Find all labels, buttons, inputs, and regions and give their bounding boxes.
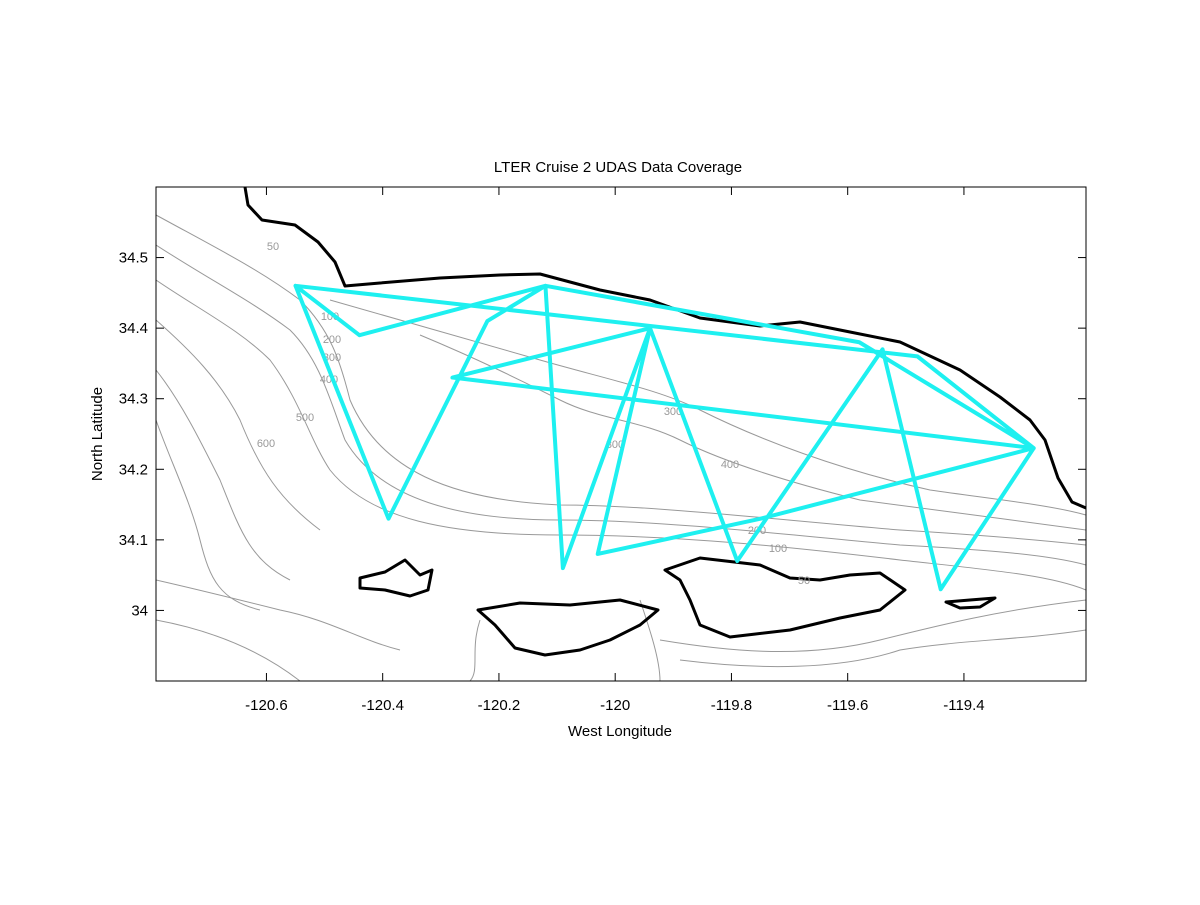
y-axis-label: North Latitude: [89, 387, 106, 481]
bathymetry: [156, 214, 1086, 681]
chart-title: LTER Cruise 2 UDAS Data Coverage: [494, 159, 742, 176]
x-tick-label: -120.4: [361, 697, 404, 714]
cruise-track: [293, 283, 1036, 592]
contour-label: 500: [296, 412, 314, 424]
y-tick-label: 34.4: [119, 320, 148, 337]
x-tick-label: -120: [600, 697, 630, 714]
contour-label: 50: [267, 241, 279, 253]
contour-label: 100: [769, 543, 787, 555]
contour-label: 600: [257, 438, 275, 450]
x-tick-label: -119.4: [943, 697, 984, 714]
y-tick-label: 34.1: [119, 532, 148, 549]
y-tick-label: 34: [131, 602, 148, 619]
contour-label: 300: [664, 406, 682, 418]
x-axis-label: West Longitude: [568, 723, 672, 740]
plot-frame: [155, 186, 1087, 682]
x-tick-label: -119.8: [711, 697, 752, 714]
x-tick-label: -119.6: [827, 697, 868, 714]
y-tick-label: 34.5: [119, 250, 148, 267]
x-tick-label: -120.6: [245, 697, 288, 714]
y-tick-label: 34.3: [119, 391, 148, 408]
contour-label: 400: [721, 459, 739, 471]
x-tick-label: -120.2: [478, 697, 521, 714]
coastline: [243, 186, 1087, 657]
contour-label: 50: [798, 575, 810, 587]
y-tick-label: 34.2: [119, 461, 148, 478]
contour-label: 200: [323, 334, 341, 346]
